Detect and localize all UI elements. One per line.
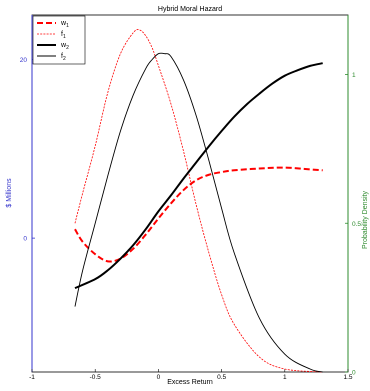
left-y-tick-label: 0 — [23, 236, 27, 243]
series-line-w2 — [74, 62, 323, 290]
x-axis-label: Excess Return — [167, 379, 213, 386]
right-y-axis-ticks: 00.51 — [345, 72, 361, 377]
x-tick-label: -0.5 — [90, 374, 102, 381]
series-line-w1 — [74, 166, 323, 263]
left-y-tick-label: 20 — [20, 57, 28, 64]
x-tick-label: -1 — [29, 374, 35, 381]
chart-title: Hybrid Moral Hazard — [158, 6, 222, 13]
legend-label-w2: w2 — [60, 42, 69, 51]
right-y-tick-label: 0 — [352, 370, 356, 377]
x-tick-label: 1 — [283, 374, 287, 381]
right-y-axis-label: Probability Density — [362, 191, 369, 249]
x-tick-label: 0.5 — [217, 374, 226, 381]
right-y-tick-label: 0.5 — [352, 221, 361, 228]
left-y-axis-ticks: 0 20 — [20, 57, 35, 243]
x-axis-ticks: -1 -0.5 0 0.5 1 1.5 — [29, 369, 353, 381]
right-y-tick-label: 1 — [352, 72, 356, 79]
x-tick-label: 1.5 — [343, 374, 352, 381]
legend-label-w1: w1 — [60, 20, 69, 29]
series-line-f1 — [74, 29, 323, 373]
x-tick-label: 0 — [157, 374, 161, 381]
left-y-axis-label: $ Millions — [6, 178, 13, 208]
series-line-f2 — [74, 52, 323, 373]
legend: w1 f1 w2 f2 — [32, 15, 86, 65]
legend-label-f2: f2 — [61, 53, 66, 62]
series-layer — [74, 29, 323, 373]
legend-label-f1: f1 — [61, 31, 66, 40]
